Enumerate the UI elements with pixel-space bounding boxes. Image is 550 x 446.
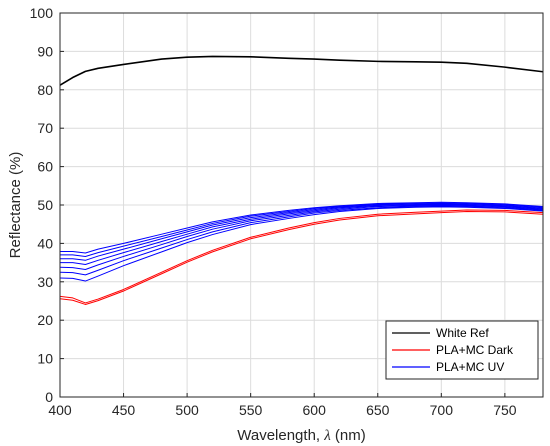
y-tick-label: 0 (45, 389, 53, 405)
x-tick-label: 500 (175, 402, 199, 418)
y-tick-label: 20 (37, 312, 53, 328)
x-tick-label: 400 (48, 402, 72, 418)
series-line-pla-mc-dark (60, 209, 543, 304)
x-tick-label: 600 (303, 402, 327, 418)
y-tick-label: 70 (37, 120, 53, 136)
y-tick-label: 100 (30, 5, 54, 21)
series-line-unnamed-9 (60, 206, 543, 282)
legend: White Ref PLA+MC Dark PLA+MC UV (385, 320, 539, 380)
y-tick-label: 40 (37, 235, 53, 251)
legend-label: PLA+MC Dark (436, 343, 514, 357)
y-tick-label: 60 (37, 159, 53, 175)
y-tick-label: 30 (37, 274, 53, 290)
x-tick-label: 750 (493, 402, 517, 418)
x-tick-label: 450 (112, 402, 136, 418)
y-tick-label: 80 (37, 82, 53, 98)
legend-label: White Ref (436, 326, 489, 340)
series-line-unnamed-8 (60, 205, 543, 276)
series-line-white-ref (60, 55, 543, 86)
x-axis-label: Wavelength, λ (nm) (237, 427, 366, 444)
series-line-unnamed-2 (60, 211, 543, 305)
y-tick-label: 10 (37, 351, 53, 367)
series-line-unnamed-7 (60, 204, 543, 271)
y-axis-label: Reflectance (%) (7, 152, 24, 259)
y-tick-label: 50 (37, 197, 53, 213)
series-line-unnamed-4 (60, 202, 543, 257)
axis-ticks: 400 450 500 550 600 650 700 750 0 10 20 30 40 50 60 70 8… (30, 5, 517, 418)
series-line-unnamed-5 (60, 203, 543, 261)
series-line-unnamed-6 (60, 204, 543, 266)
x-tick-label: 700 (430, 402, 454, 418)
legend-label: PLA+MC UV (436, 360, 504, 374)
x-tick-label: 550 (239, 402, 263, 418)
data-series (60, 55, 543, 305)
x-tick-label: 650 (366, 402, 390, 418)
y-tick-label: 90 (37, 43, 53, 59)
series-line-pla-mc-uv (60, 201, 543, 254)
